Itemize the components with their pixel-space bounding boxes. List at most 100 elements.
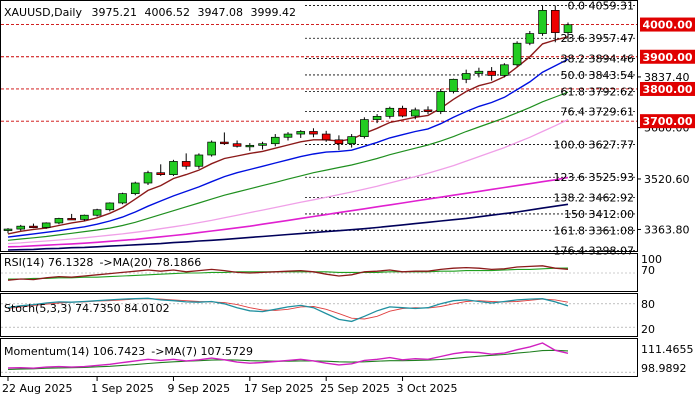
chart-header-symbol: XAUUSD,Daily 3975.21 4006.52 3947.08 399… xyxy=(4,6,296,19)
candles xyxy=(3,5,573,234)
marked-level-label: 4000.00 xyxy=(642,19,692,32)
candle-up xyxy=(563,24,573,33)
candle-up xyxy=(54,218,64,224)
candle-up xyxy=(130,182,140,194)
moving-averages xyxy=(7,36,569,251)
symbol-text: XAUUSD xyxy=(4,6,51,19)
candle-up xyxy=(270,136,280,145)
time-axis: 22 Aug 2025 1 Sep 2025 9 Sep 2025 17 Sep 20… xyxy=(2,377,458,395)
stoch-tick-20: 20 xyxy=(641,323,655,336)
marked-level-box xyxy=(640,17,695,32)
candle-up xyxy=(347,136,356,145)
candle-down xyxy=(334,139,344,145)
candle-down xyxy=(29,225,38,229)
candle-up xyxy=(449,78,458,92)
candle-up xyxy=(258,143,267,146)
candle-down xyxy=(309,131,318,135)
ohlc-close: 3999.42 xyxy=(250,6,296,19)
candle-up xyxy=(512,42,522,66)
candle-down xyxy=(321,133,331,141)
timeframe-text: Daily xyxy=(54,6,82,19)
candle-up xyxy=(296,131,306,135)
price-tick-label: 3837.40 xyxy=(644,71,690,84)
candle-up xyxy=(372,115,382,120)
marked-levels xyxy=(1,24,637,122)
rsi-plot xyxy=(1,265,637,281)
momentum-tick-low: 98.9892 xyxy=(641,362,687,375)
marked-level-box xyxy=(640,114,695,129)
stoch-tick-80: 80 xyxy=(641,298,655,311)
candle-up xyxy=(538,10,547,34)
fib-level-label: 38.2 3894.46 xyxy=(561,53,634,66)
fib-level-label: 123.6 3525.93 xyxy=(554,171,634,184)
candle-up xyxy=(461,73,471,80)
candle-up xyxy=(169,161,178,175)
time-tick-label: 17 Sep 2025 xyxy=(244,382,314,395)
fib-level-label: 100.0 3627.77 xyxy=(554,138,634,151)
time-tick-label: 9 Sep 2025 xyxy=(167,382,230,395)
candle-up xyxy=(245,144,255,148)
candle-up xyxy=(500,64,509,76)
candle-up xyxy=(410,109,420,117)
candle-up xyxy=(436,91,446,112)
marked-level-box xyxy=(640,49,695,64)
fib-level-label: 76.4 3729.61 xyxy=(561,106,634,119)
ma-green-line xyxy=(7,91,569,241)
fib-level-label: 150 3412.00 xyxy=(564,208,634,221)
ohlc-low: 3947.08 xyxy=(197,6,243,19)
fib-level-label: 0.0 4059.31 xyxy=(568,0,634,12)
momentum-ma-line xyxy=(7,349,569,370)
ma-blue-line xyxy=(7,58,569,238)
marked-level-labels: 4000.00 3900.00 3800.00 3700.00 xyxy=(640,17,695,129)
candle-down xyxy=(181,161,191,167)
price-tick-label: 3520.60 xyxy=(644,173,690,186)
fib-level-label: 50.0 3843.54 xyxy=(561,69,634,82)
fib-level-label: 176.4 3298.07 xyxy=(554,245,634,258)
main-panel xyxy=(0,0,638,252)
time-tick-label: 1 Sep 2025 xyxy=(91,382,154,395)
fib-labels: 0.0 4059.31 23.6 3957.47 38.2 3894.46 50.0 … xyxy=(554,0,634,258)
rsi-panel xyxy=(0,253,638,292)
candle-down xyxy=(156,172,166,175)
momentum-line xyxy=(7,342,569,369)
fib-level-label: 23.6 3957.47 xyxy=(561,32,634,45)
candle-down xyxy=(232,143,242,147)
stoch-panel xyxy=(0,293,638,337)
candle-up xyxy=(80,214,89,220)
candle-down xyxy=(550,10,560,33)
marked-level-label: 3800.00 xyxy=(642,83,692,96)
momentum-plot xyxy=(1,342,637,373)
ma-navy-line xyxy=(7,203,569,251)
stoch-k-line xyxy=(7,297,569,323)
candle-up xyxy=(105,202,115,211)
time-tick-label: 3 Oct 2025 xyxy=(397,382,458,395)
candle-up xyxy=(207,141,216,156)
price-tick-label: 3363.80 xyxy=(644,223,690,236)
candle-down xyxy=(487,70,496,76)
ma-pink-line xyxy=(7,119,569,245)
marked-level-label: 3700.00 xyxy=(642,115,692,128)
candle-up xyxy=(525,33,535,44)
candle-up xyxy=(194,154,204,167)
rsi-label: RSI(14) 76.1328 ->MA(20) 78.1866 xyxy=(4,256,201,269)
candle-up xyxy=(143,172,153,184)
candle-down xyxy=(423,109,433,112)
momentum-tick-high: 111.4655 xyxy=(641,343,694,356)
rsi-tick-100: 100 xyxy=(641,253,662,266)
momentum-panel xyxy=(0,338,638,377)
candle-down xyxy=(220,141,229,145)
ma-magenta-line xyxy=(7,176,569,248)
ma-fast-line xyxy=(7,36,569,235)
candle-up xyxy=(385,107,395,117)
candle-up xyxy=(41,222,51,228)
ohlc-high: 4006.52 xyxy=(144,6,190,19)
marked-level-box xyxy=(640,81,695,96)
candle-up xyxy=(474,70,484,74)
candle-up xyxy=(16,225,26,230)
candle-up xyxy=(360,119,369,137)
fib-level-label: 161.8 3361.08 xyxy=(554,224,634,237)
candle-up xyxy=(92,209,102,216)
rsi-tick-70: 70 xyxy=(641,264,655,277)
ohlc-open: 3975.21 xyxy=(91,6,137,19)
candle-down xyxy=(67,218,76,221)
